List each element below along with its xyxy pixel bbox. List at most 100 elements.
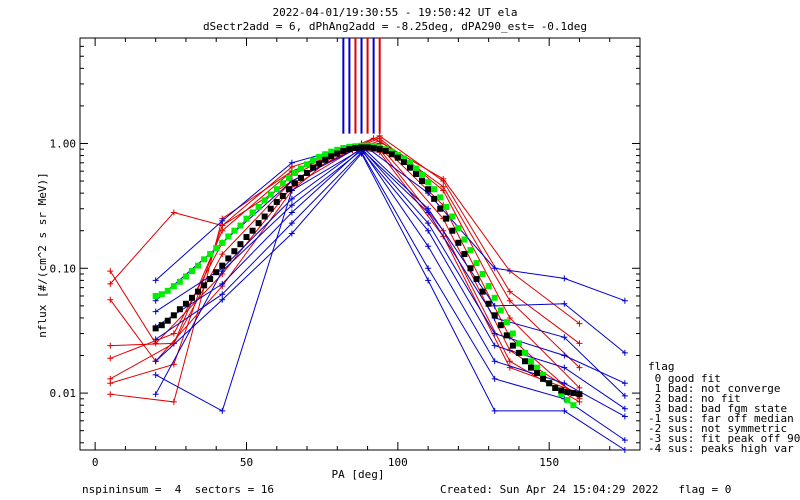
black-fit-point xyxy=(291,180,298,187)
blue-data-point xyxy=(425,227,432,234)
black-fit-point xyxy=(370,144,377,151)
axes: 0 50 100 150 1.00 0.10 0.01 xyxy=(50,37,640,469)
blue-data-point xyxy=(425,265,432,272)
blue-data-point xyxy=(425,220,432,227)
blue-series-line xyxy=(155,142,626,302)
fit-curves xyxy=(152,142,583,409)
red-data-point xyxy=(219,251,226,258)
black-fit-point xyxy=(243,234,250,241)
black-fit-point xyxy=(237,241,244,248)
green-fit-point xyxy=(322,151,329,158)
blue-data-point xyxy=(621,413,628,420)
green-fit-point xyxy=(195,262,202,269)
blue-data-point xyxy=(219,291,226,298)
green-fit-point xyxy=(158,291,165,298)
green-fit-point xyxy=(431,186,438,193)
blue-data-point xyxy=(219,280,226,287)
black-fit-point xyxy=(189,294,195,301)
black-fit-point xyxy=(394,154,401,161)
green-fit-point xyxy=(449,213,456,220)
green-fit-point xyxy=(334,146,341,153)
blue-data-point xyxy=(621,447,628,453)
blue-data-point xyxy=(561,407,568,414)
green-fit-point xyxy=(243,215,250,222)
green-fit-point xyxy=(273,186,280,193)
flag-legend: flag 0 good fit 1 bad: not converge 2 ba… xyxy=(648,360,800,455)
green-fit-point xyxy=(455,225,462,232)
green-fit-point xyxy=(340,144,347,151)
green-fit-point xyxy=(437,194,444,201)
black-fit-point xyxy=(207,276,214,283)
blue-series-line xyxy=(155,147,626,384)
black-fit-point xyxy=(176,306,183,313)
black-fit-point xyxy=(521,358,528,365)
black-fit-point xyxy=(213,269,220,276)
black-fit-point xyxy=(558,387,565,394)
chart-title-line1: 2022-04-01/19:30:55 - 19:50:42 UT ela xyxy=(272,6,517,19)
green-fit-point xyxy=(425,179,432,186)
green-fit-point xyxy=(219,239,226,246)
blue-data-point xyxy=(288,195,295,202)
black-fit-point xyxy=(540,375,547,382)
blue-data-point xyxy=(152,277,159,284)
green-fit-point xyxy=(164,287,171,294)
blue-data-point xyxy=(152,371,159,378)
green-fit-point xyxy=(231,227,238,234)
green-fit-point xyxy=(201,256,208,263)
green-fit-point xyxy=(400,155,407,162)
black-fit-point xyxy=(328,153,335,160)
green-fit-point xyxy=(406,159,413,166)
green-fit-point xyxy=(485,283,492,290)
black-fit-point xyxy=(413,170,419,177)
green-fit-point xyxy=(497,307,504,314)
black-fit-point xyxy=(273,198,280,205)
red-data-point xyxy=(107,391,114,398)
blue-data-point xyxy=(491,358,498,365)
black-fit-point xyxy=(473,276,480,283)
peak-markers xyxy=(342,38,381,134)
blue-data-point xyxy=(561,300,568,307)
black-fit-point xyxy=(285,186,292,193)
red-data-point xyxy=(107,380,114,387)
red-data-point xyxy=(107,296,114,303)
green-fit-point xyxy=(413,165,419,172)
green-fit-point xyxy=(528,358,535,365)
blue-data-point xyxy=(425,243,432,250)
red-data-point xyxy=(506,297,513,304)
black-fit-point xyxy=(255,220,262,227)
black-fit-point xyxy=(316,160,323,167)
red-data-point xyxy=(576,398,583,405)
legend-item: -2 sus: not symmetric xyxy=(648,422,787,435)
blue-data-point xyxy=(288,209,295,216)
green-fit-point xyxy=(261,197,268,204)
red-data-point xyxy=(107,280,114,287)
black-fit-point xyxy=(304,170,311,177)
black-fit-point xyxy=(201,282,208,289)
blue-data-point xyxy=(425,209,432,216)
blue-data-point xyxy=(219,268,226,275)
blue-data-point xyxy=(491,302,498,309)
legend-item: -1 sus: far off median xyxy=(648,412,794,425)
black-fit-point xyxy=(449,227,456,234)
y-tick-label: 0.01 xyxy=(50,387,77,400)
blue-data-point xyxy=(219,217,226,224)
green-fit-point xyxy=(564,397,571,404)
green-fit-point xyxy=(521,349,528,356)
red-data-point xyxy=(506,288,513,295)
legend-item: -3 sus: fit peak off 90 xyxy=(648,432,800,445)
blue-data-point xyxy=(288,202,295,209)
black-fit-point xyxy=(443,215,450,222)
black-fit-point xyxy=(182,300,189,307)
blue-data-point xyxy=(561,364,568,371)
black-fit-point xyxy=(352,144,359,151)
black-fit-point xyxy=(485,300,492,307)
black-fit-point xyxy=(195,288,202,295)
black-fit-point xyxy=(467,265,474,272)
black-fit-point xyxy=(382,148,389,155)
red-data-point xyxy=(576,384,583,391)
black-fit-point xyxy=(164,317,171,324)
black-fit-point xyxy=(249,227,256,234)
red-data-point xyxy=(576,320,583,327)
blue-data-point xyxy=(152,308,159,315)
black-fit-point xyxy=(346,146,353,153)
